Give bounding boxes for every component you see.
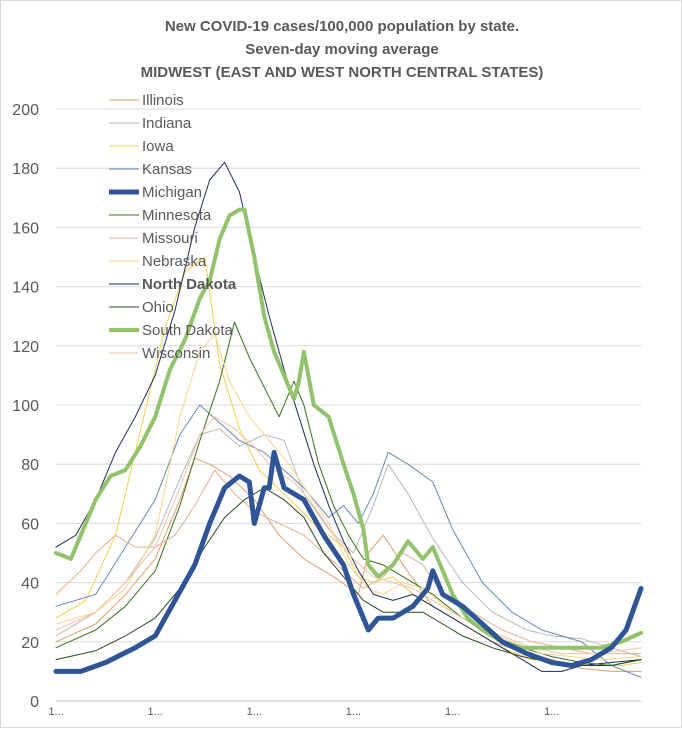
- y-tick-label: 80: [21, 457, 39, 474]
- legend-label: Missouri: [142, 230, 198, 247]
- legend-label: Ohio: [142, 299, 174, 316]
- y-tick-label: 140: [12, 280, 39, 297]
- y-tick-label: 120: [12, 339, 39, 356]
- legend-label: Iowa: [142, 138, 174, 155]
- legend-label: Kansas: [142, 161, 192, 178]
- series-line-michigan: [53, 449, 644, 674]
- y-tick-label: 0: [30, 694, 39, 711]
- x-tick-label: 1...: [247, 706, 262, 718]
- gridlines: [56, 108, 641, 702]
- legend-label: Illinois: [142, 92, 184, 109]
- legend-label: Indiana: [142, 115, 192, 132]
- x-axis: 1... 1... 1... 1... 1... 1...: [48, 706, 559, 718]
- legend-label: Michigan: [142, 184, 202, 201]
- x-tick-label: 1...: [445, 706, 460, 718]
- series-line-kansas: [55, 404, 642, 678]
- chart-subtitle: Seven-day moving average: [245, 41, 438, 58]
- y-tick-label: 100: [12, 398, 39, 415]
- chart-title: New COVID-19 cases/100,000 population by…: [165, 18, 519, 35]
- legend-label: Minnesota: [142, 207, 212, 224]
- y-tick-label: 40: [21, 576, 39, 593]
- legend-label: North Dakota: [142, 276, 237, 293]
- x-tick-label: 1...: [346, 706, 361, 718]
- x-tick-label: 1...: [544, 706, 559, 718]
- legend-label: Nebraska: [142, 253, 207, 270]
- legend: Illinois Indiana Iowa Kansas Michigan Minneso…: [109, 92, 237, 362]
- legend-label: South Dakota: [142, 322, 234, 339]
- series-line-missouri: [55, 469, 642, 655]
- chart-region-subtitle: MIDWEST (EAST AND WEST NORTH CENTRAL STA…: [141, 64, 544, 81]
- series-lines: [53, 161, 644, 678]
- series-line-minnesota: [55, 321, 642, 666]
- y-axis: 0 20 40 60 80 100 120 140 160 180 200: [12, 102, 39, 711]
- x-tick-label: 1...: [148, 706, 163, 718]
- series-line-indiana: [55, 428, 642, 658]
- x-tick-label: 1...: [48, 706, 63, 718]
- y-tick-label: 180: [12, 161, 39, 178]
- series-line-iowa: [55, 256, 642, 666]
- y-tick-label: 60: [21, 516, 39, 533]
- series-line-nebraska: [55, 333, 642, 661]
- y-tick-label: 160: [12, 220, 39, 237]
- y-tick-label: 20: [21, 635, 39, 652]
- y-tick-label: 200: [12, 102, 39, 119]
- legend-label: Wisconsin: [142, 345, 210, 362]
